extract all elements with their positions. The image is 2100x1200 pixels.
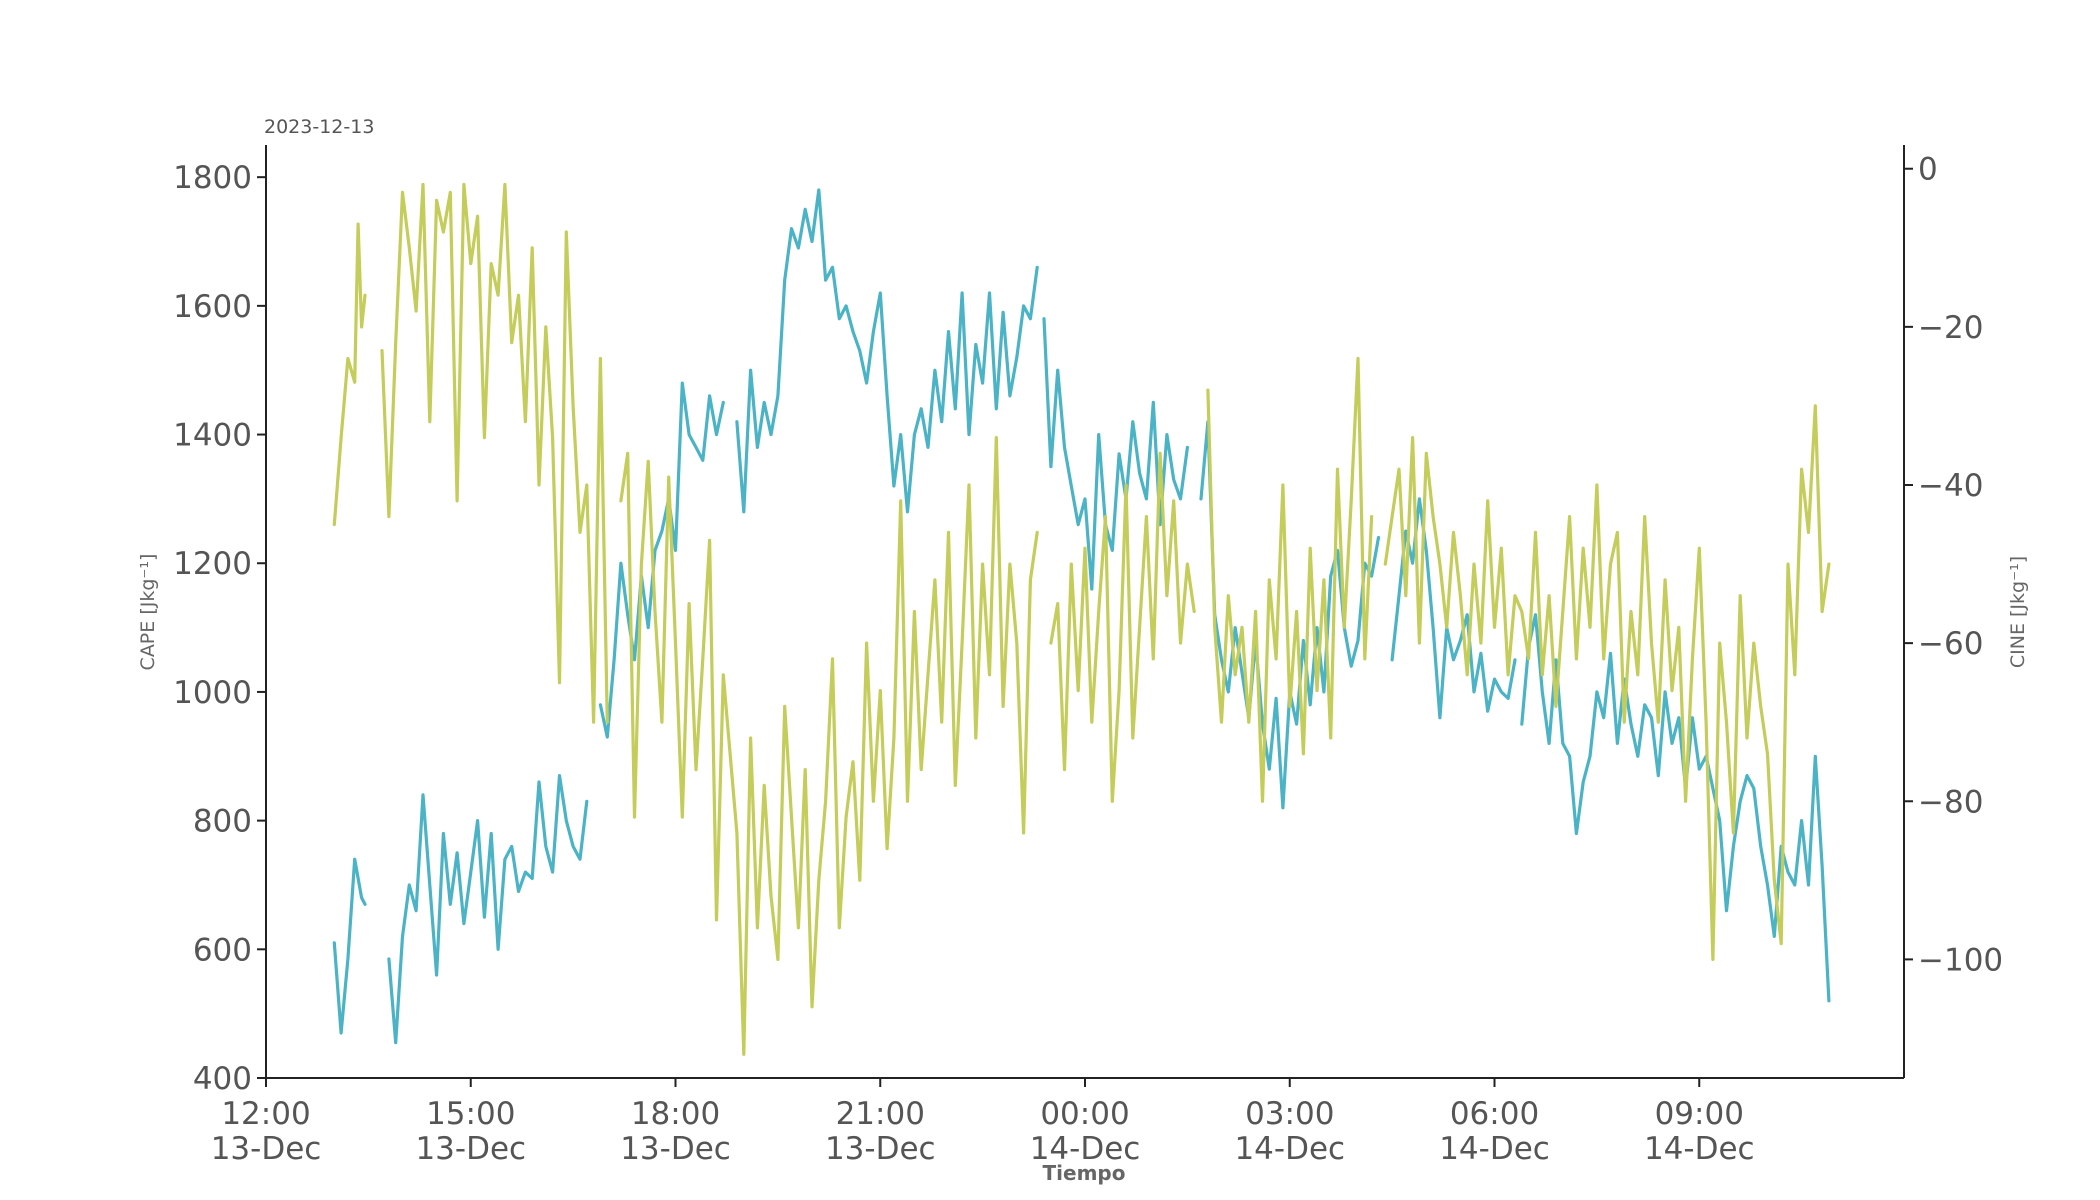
y-left-tick-label: 1000 xyxy=(173,675,252,711)
y-right-tick-label: 0 xyxy=(1918,152,1938,188)
x-tick-label-time: 09:00 xyxy=(1655,1096,1744,1132)
x-tick-label-time: 18:00 xyxy=(631,1096,720,1132)
cape-series-line-3 xyxy=(735,188,1039,514)
x-tick-label-date: 13-Dec xyxy=(415,1131,526,1167)
x-axis-ticks: 12:0013-Dec15:0013-Dec18:0013-Dec21:0013… xyxy=(211,1078,1755,1167)
x-tick-label-date: 14-Dec xyxy=(1234,1131,1345,1167)
x-tick-label-date: 13-Dec xyxy=(825,1131,936,1167)
cape-series-line-1 xyxy=(387,773,589,1045)
y-left-tick-label: 600 xyxy=(193,932,252,968)
y-left-tick-label: 800 xyxy=(193,804,252,840)
x-tick-label-time: 12:00 xyxy=(221,1096,310,1132)
x-tick-label-time: 00:00 xyxy=(1040,1096,1129,1132)
chart-title: 2023-12-13 xyxy=(264,116,374,138)
y-left-tick-label: 400 xyxy=(193,1061,252,1097)
y-right-tick-label: −40 xyxy=(1918,468,1983,504)
cine-series-line-4 xyxy=(1206,356,1374,803)
y-left-tick-label: 1400 xyxy=(173,418,252,454)
y-left-tick-label: 1800 xyxy=(173,160,252,196)
x-tick-label-date: 13-Dec xyxy=(620,1131,731,1167)
cine-series-line-5 xyxy=(1383,404,1831,962)
x-tick-label-date: 14-Dec xyxy=(1644,1131,1755,1167)
x-tick-label-time: 03:00 xyxy=(1245,1096,1334,1132)
y-right-tick-label: −20 xyxy=(1918,310,1983,346)
x-tick-label-time: 21:00 xyxy=(836,1096,925,1132)
x-tick-label-date: 13-Dec xyxy=(211,1131,322,1167)
series-layer xyxy=(332,182,1831,1056)
x-tick-label-date: 14-Dec xyxy=(1030,1131,1141,1167)
y-axis-right-label: CINE [Jkg⁻¹] xyxy=(2007,556,2029,668)
cine-series-line-2 xyxy=(619,436,1039,1056)
cape-series-line-4 xyxy=(1042,317,1190,591)
cape-series-line-0 xyxy=(332,857,367,1035)
y-axis-left-label: CAPE [Jkg⁻¹] xyxy=(137,554,159,671)
y-right-tick-label: −60 xyxy=(1918,626,1983,662)
cape-series-line-2 xyxy=(598,381,725,739)
cine-series-line-3 xyxy=(1049,451,1196,803)
left-axis-ticks: 400 600 800 1000 1200 1400 1600 1800 xyxy=(173,160,266,1097)
x-tick-label-time: 06:00 xyxy=(1450,1096,1539,1132)
cape-series-line-6 xyxy=(1390,497,1517,720)
x-axis-label: Tiempo xyxy=(1043,1161,1126,1185)
cine-series-line-1 xyxy=(380,182,609,724)
cape-series-line-7 xyxy=(1520,613,1831,1003)
right-axis-ticks: 0 −20 −40 −60 −80 −100 xyxy=(1904,152,2003,978)
y-right-tick-label: −100 xyxy=(1918,942,2003,978)
x-tick-label-time: 15:00 xyxy=(426,1096,515,1132)
y-right-tick-label: −80 xyxy=(1918,784,1983,820)
y-left-tick-label: 1200 xyxy=(173,546,252,582)
cine-series-line-0 xyxy=(332,222,367,527)
y-left-tick-label: 1600 xyxy=(173,289,252,325)
x-tick-label-date: 14-Dec xyxy=(1439,1131,1550,1167)
